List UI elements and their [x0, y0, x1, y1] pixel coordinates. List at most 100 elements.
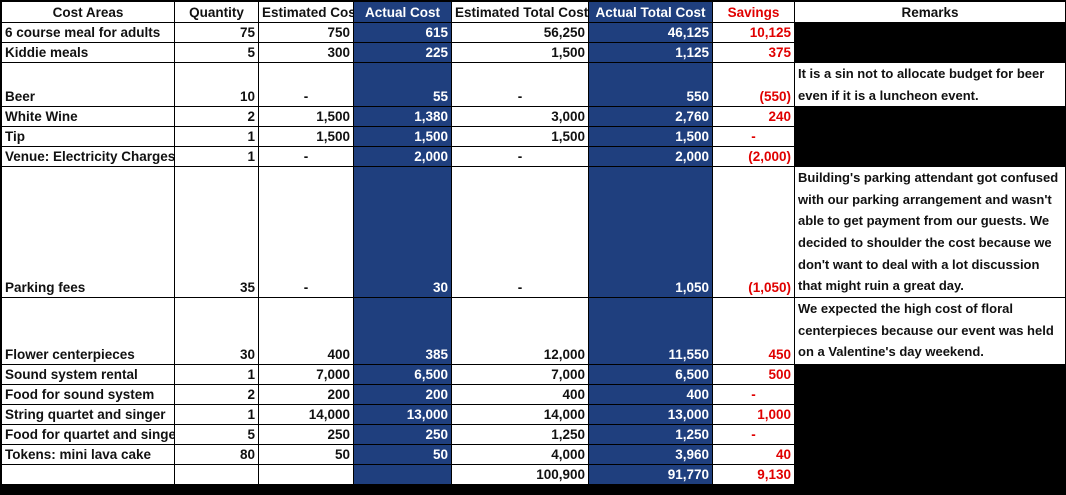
- cell-actual-total[interactable]: 46,125: [588, 22, 713, 43]
- cell-remarks[interactable]: It is a sin not to allocate budget for b…: [794, 61, 1066, 108]
- cell-quantity[interactable]: 1: [174, 404, 259, 426]
- cell-remarks[interactable]: [794, 404, 1066, 426]
- cell-actual-total[interactable]: 1,125: [588, 42, 713, 63]
- cell-cost-area[interactable]: White Wine: [1, 106, 175, 128]
- cell-estimated-total[interactable]: 3,000: [451, 106, 589, 128]
- cell-cost-area[interactable]: Tip: [1, 126, 175, 148]
- cell-quantity[interactable]: 2: [174, 106, 259, 128]
- cell-actual-cost[interactable]: 55: [353, 61, 452, 108]
- cell-estimated-cost[interactable]: 1,500: [258, 126, 354, 148]
- header-savings[interactable]: Savings: [712, 1, 795, 23]
- cell-savings[interactable]: -: [712, 384, 795, 406]
- cell-cost-area[interactable]: Beer: [1, 61, 175, 108]
- header-estimated-total-cost[interactable]: Estimated Total Cost: [451, 1, 589, 23]
- cell-actual-cost[interactable]: 50: [353, 444, 452, 466]
- cell-cost-area[interactable]: 6 course meal for adults: [1, 22, 175, 43]
- cell-savings[interactable]: -: [712, 126, 795, 148]
- cell-quantity[interactable]: 1: [174, 146, 259, 168]
- cell-remarks[interactable]: [794, 42, 1066, 63]
- cell-actual-total[interactable]: 13,000: [588, 404, 713, 426]
- cell-estimated-cost[interactable]: -: [258, 166, 354, 299]
- header-estimated-cost[interactable]: Estimated Cost: [258, 1, 354, 23]
- header-cost-areas[interactable]: Cost Areas: [1, 1, 175, 23]
- cell-estimated-total[interactable]: 56,250: [451, 22, 589, 43]
- cell-actual-total[interactable]: 3,960: [588, 444, 713, 466]
- cell-estimated-total[interactable]: 1,500: [451, 126, 589, 148]
- cell-savings[interactable]: (2,000): [712, 146, 795, 168]
- cell-estimated-cost[interactable]: 7,000: [258, 364, 354, 386]
- cell-cost-area[interactable]: Tokens: mini lava cake: [1, 444, 175, 466]
- cell-estimated-total[interactable]: 400: [451, 384, 589, 406]
- cell-savings[interactable]: 450: [712, 297, 795, 366]
- cell-actual-cost[interactable]: 200: [353, 384, 452, 406]
- cell-actual-cost[interactable]: 250: [353, 424, 452, 446]
- cell-quantity[interactable]: 10: [174, 61, 259, 108]
- cell-estimated-cost[interactable]: 14,000: [258, 404, 354, 426]
- cell-cost-area[interactable]: Food for quartet and singer: [1, 424, 175, 446]
- header-remarks[interactable]: Remarks: [794, 1, 1066, 23]
- cell-quantity[interactable]: 1: [174, 126, 259, 148]
- cell-savings[interactable]: (1,050): [712, 166, 795, 299]
- cell-actual-cost[interactable]: [353, 464, 452, 486]
- cell-actual-total[interactable]: 400: [588, 384, 713, 406]
- cell-actual-cost[interactable]: 615: [353, 22, 452, 43]
- cell-quantity[interactable]: 5: [174, 424, 259, 446]
- cell-remarks[interactable]: [794, 126, 1066, 148]
- cell-remarks[interactable]: [794, 146, 1066, 168]
- total-savings[interactable]: 9,130: [712, 464, 795, 486]
- cell-actual-total[interactable]: 6,500: [588, 364, 713, 386]
- cell-estimated-cost[interactable]: 200: [258, 384, 354, 406]
- cell-savings[interactable]: 240: [712, 106, 795, 128]
- cell-estimated-cost[interactable]: 50: [258, 444, 354, 466]
- total-estimated-cost[interactable]: 100,900: [451, 464, 589, 486]
- cell-cost-area[interactable]: Venue: Electricity Charges: [1, 146, 175, 168]
- cell-actual-cost[interactable]: 30: [353, 166, 452, 299]
- cell-savings[interactable]: -: [712, 424, 795, 446]
- cell-cost-area[interactable]: Food for sound system: [1, 384, 175, 406]
- cell-actual-cost[interactable]: 6,500: [353, 364, 452, 386]
- cell-remarks[interactable]: We expected the high cost of floral cent…: [794, 297, 1066, 366]
- cell-estimated-total[interactable]: 4,000: [451, 444, 589, 466]
- cell-cost-area[interactable]: [1, 464, 175, 486]
- cell-quantity[interactable]: [174, 464, 259, 486]
- cell-actual-total[interactable]: 11,550: [588, 297, 713, 366]
- cell-actual-cost[interactable]: 13,000: [353, 404, 452, 426]
- cell-estimated-total[interactable]: -: [451, 146, 589, 168]
- cell-cost-area[interactable]: Flower centerpieces: [1, 297, 175, 366]
- cell-cost-area[interactable]: Kiddie meals: [1, 42, 175, 63]
- cell-estimated-cost[interactable]: -: [258, 61, 354, 108]
- cell-quantity[interactable]: 35: [174, 166, 259, 299]
- cell-savings[interactable]: 375: [712, 42, 795, 63]
- cell-quantity[interactable]: 5: [174, 42, 259, 63]
- cell-actual-total[interactable]: 2,760: [588, 106, 713, 128]
- cell-estimated-cost[interactable]: 750: [258, 22, 354, 43]
- cell-savings[interactable]: 1,000: [712, 404, 795, 426]
- cell-quantity[interactable]: 1: [174, 364, 259, 386]
- cell-remarks[interactable]: [794, 106, 1066, 128]
- cell-estimated-total[interactable]: 1,250: [451, 424, 589, 446]
- cell-remarks[interactable]: [794, 444, 1066, 466]
- cell-savings[interactable]: 40: [712, 444, 795, 466]
- cell-estimated-total[interactable]: 12,000: [451, 297, 589, 366]
- cell-estimated-cost[interactable]: 300: [258, 42, 354, 63]
- cell-quantity[interactable]: 30: [174, 297, 259, 366]
- cell-actual-cost[interactable]: 385: [353, 297, 452, 366]
- cell-quantity[interactable]: 75: [174, 22, 259, 43]
- cell-remarks[interactable]: [794, 464, 1066, 486]
- cell-quantity[interactable]: 80: [174, 444, 259, 466]
- header-actual-total-cost[interactable]: Actual Total Cost: [588, 1, 713, 23]
- cell-actual-total[interactable]: 1,500: [588, 126, 713, 148]
- cell-quantity[interactable]: 2: [174, 384, 259, 406]
- cell-savings[interactable]: 10,125: [712, 22, 795, 43]
- header-quantity[interactable]: Quantity: [174, 1, 259, 23]
- cell-actual-cost[interactable]: 1,380: [353, 106, 452, 128]
- cell-cost-area[interactable]: Parking fees: [1, 166, 175, 299]
- cell-remarks[interactable]: [794, 22, 1066, 43]
- cell-actual-cost[interactable]: 225: [353, 42, 452, 63]
- cell-estimated-total[interactable]: 1,500: [451, 42, 589, 63]
- cell-remarks[interactable]: [794, 364, 1066, 386]
- cell-actual-total[interactable]: 2,000: [588, 146, 713, 168]
- cell-estimated-cost[interactable]: -: [258, 146, 354, 168]
- cell-estimated-cost[interactable]: 1,500: [258, 106, 354, 128]
- cell-remarks[interactable]: [794, 424, 1066, 446]
